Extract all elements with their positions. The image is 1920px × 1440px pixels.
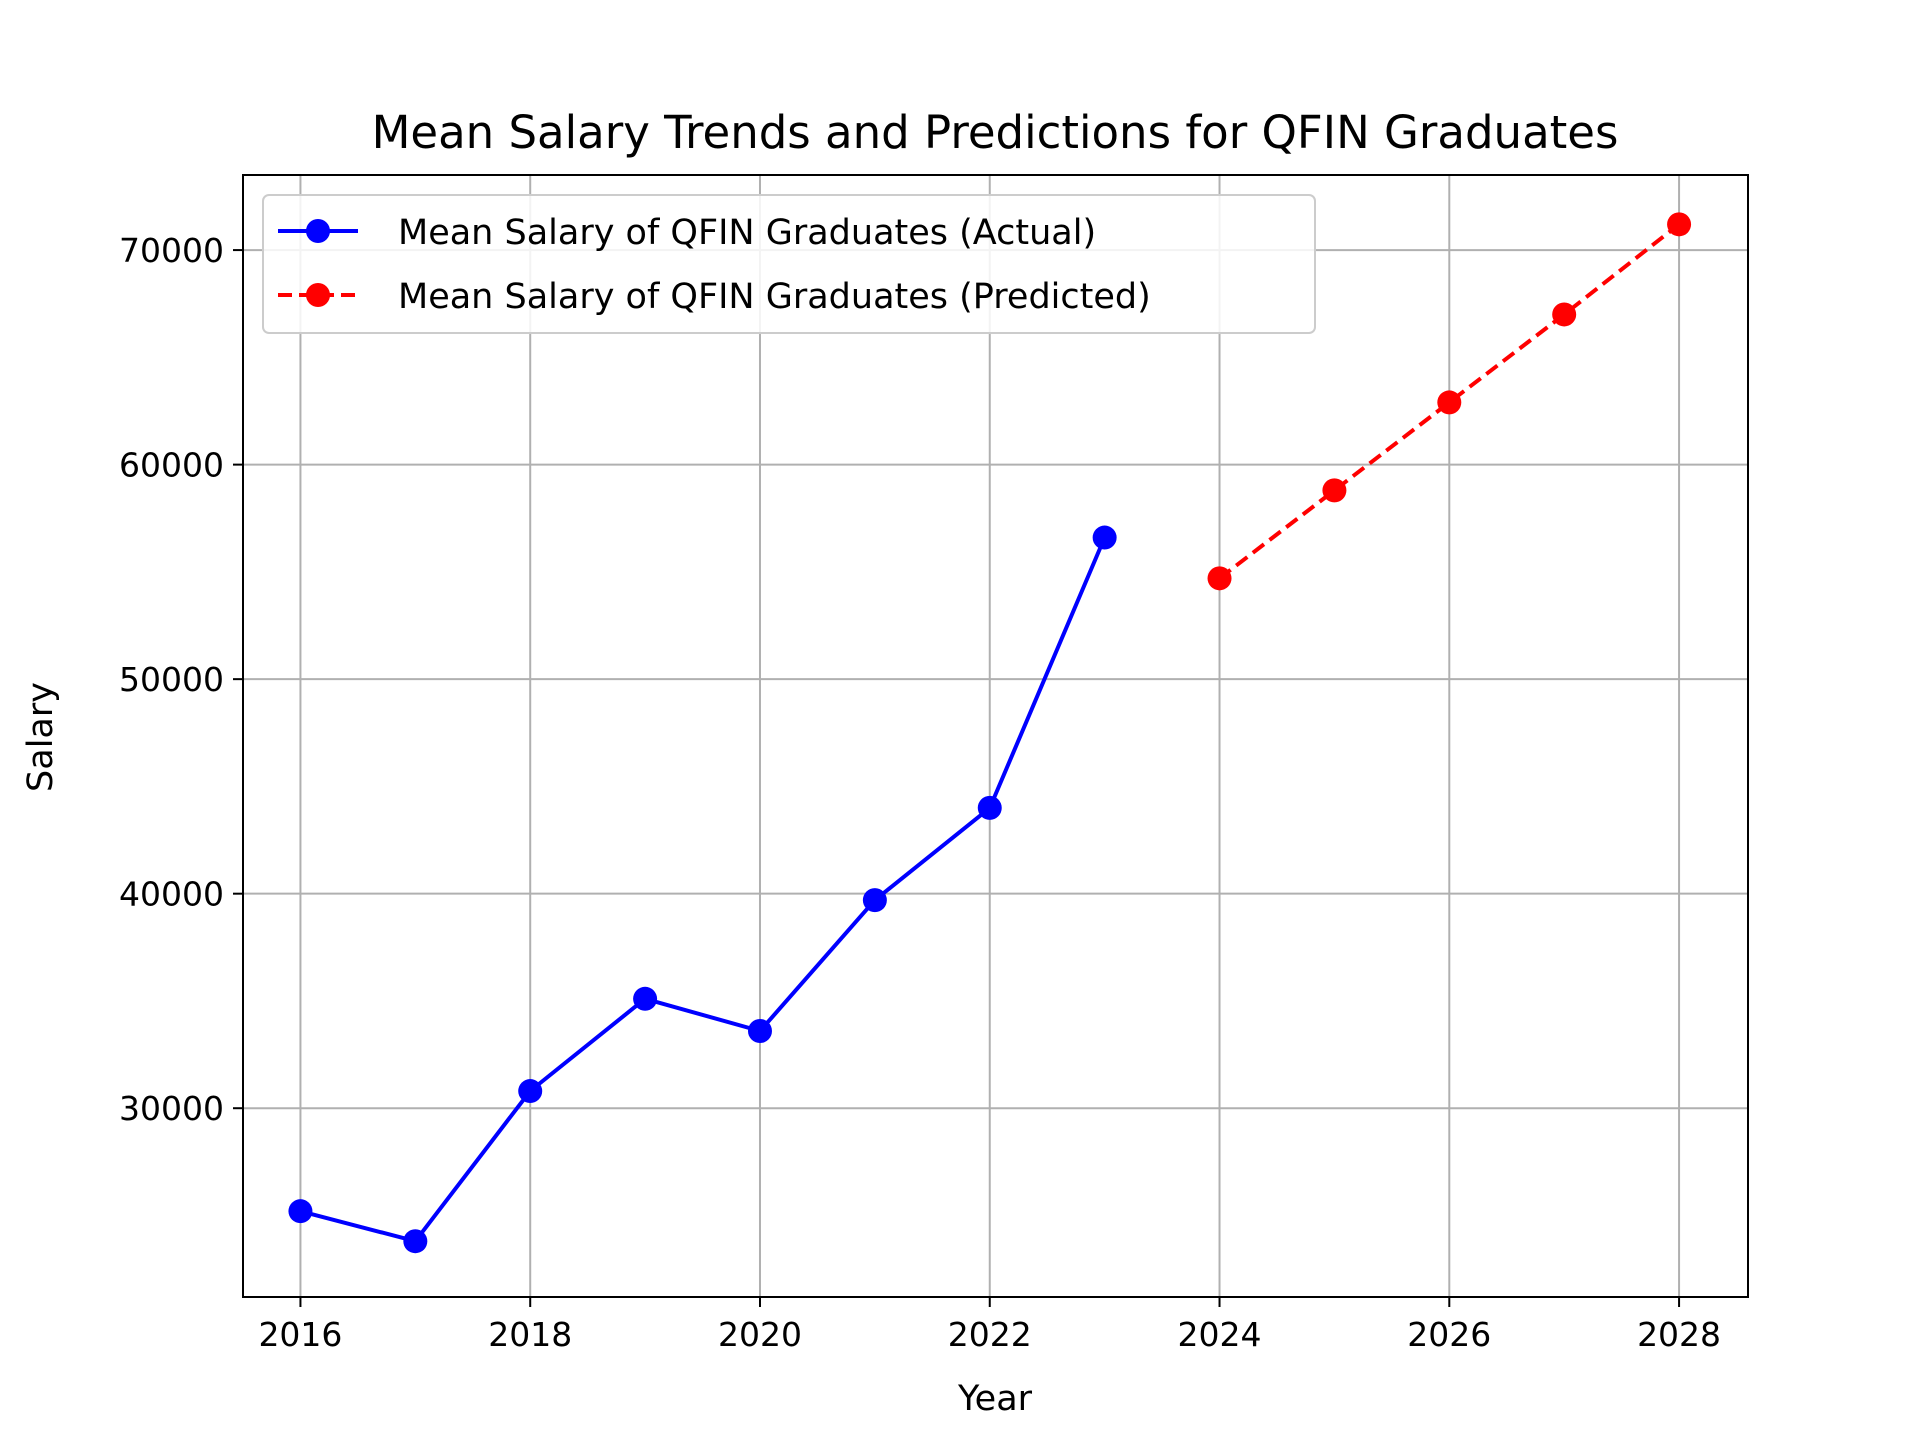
data-point-predicted [1667,212,1692,237]
y-tick-label: 60000 [119,446,224,485]
data-point-predicted [1437,390,1462,415]
data-point-predicted [1207,566,1232,591]
series-line-predicted [1218,222,1681,580]
x-tick-label: 2026 [1407,1315,1491,1354]
x-tick-label: 2022 [948,1315,1032,1354]
legend-marker-predicted [306,283,330,307]
series-line-actual [299,536,1107,1244]
x-axis-ticks: 2016 2018 2020 2022 2024 2026 2028 [258,1297,1721,1354]
legend-box [262,194,1316,334]
x-tick-label: 2028 [1637,1315,1721,1354]
legend-label-predicted: Mean Salary of QFIN Graduates (Predicted… [398,277,1151,317]
data-point-predicted [1322,478,1347,503]
data-point-predicted [1552,302,1577,327]
y-axis-label: Salary [21,682,61,792]
data-point-actual [977,795,1002,820]
legend: Mean Salary of QFIN Graduates (Actual) M… [262,194,1316,334]
legend-entry-predicted: Mean Salary of QFIN Graduates (Predicted… [278,277,1151,317]
x-tick-label: 2020 [718,1315,802,1354]
data-point-actual [862,888,887,913]
legend-entry-actual: Mean Salary of QFIN Graduates (Actual) [278,213,1096,253]
x-tick-label: 2016 [258,1315,342,1354]
y-tick-label: 70000 [119,231,224,270]
data-point-actual [518,1079,543,1104]
data-point-actual [633,986,658,1011]
y-tick-label: 40000 [119,875,224,914]
data-point-actual [288,1199,313,1224]
grid [243,175,1748,1297]
x-axis-label: Year [957,1379,1033,1419]
y-tick-label: 30000 [119,1089,224,1128]
chart-title: Mean Salary Trends and Predictions for Q… [372,106,1619,159]
x-tick-label: 2018 [488,1315,572,1354]
plot-frame [242,174,1749,1298]
legend-marker-actual [306,219,330,243]
x-tick-label: 2024 [1178,1315,1262,1354]
data-point-actual [747,1018,772,1043]
data-point-actual [403,1229,428,1254]
y-axis-ticks: 30000 40000 50000 60000 70000 [119,231,243,1128]
y-tick-label: 50000 [119,660,224,699]
legend-label-actual: Mean Salary of QFIN Graduates (Actual) [398,213,1096,253]
data-point-actual [1092,525,1117,550]
series-layer [288,212,1692,1254]
